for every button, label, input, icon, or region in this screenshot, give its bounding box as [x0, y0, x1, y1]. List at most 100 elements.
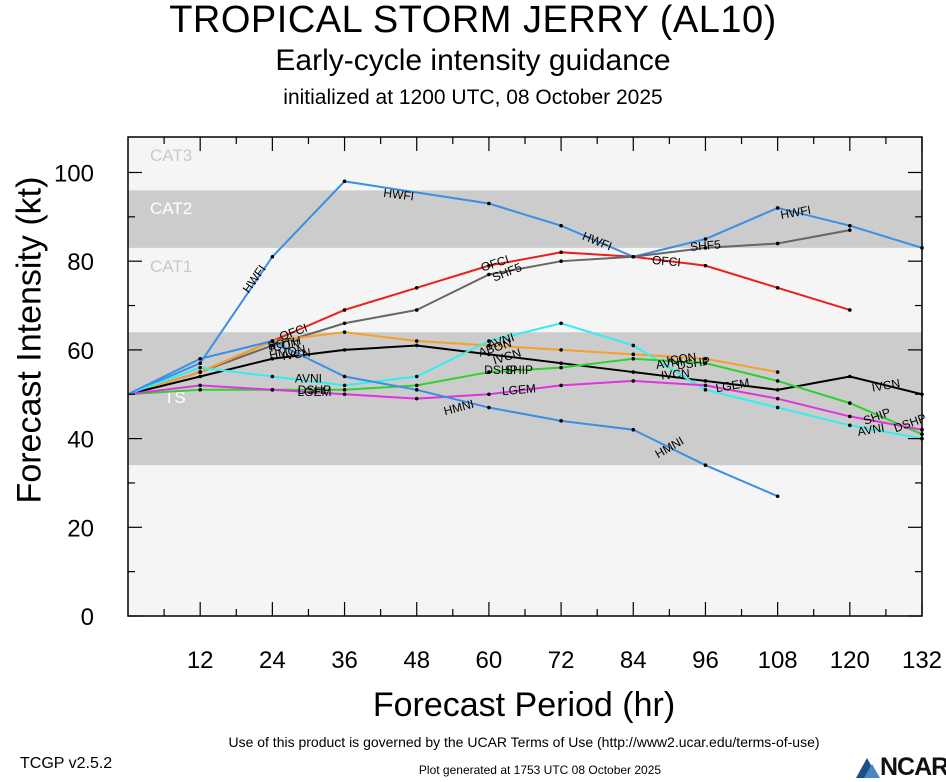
point-shf5-60 — [487, 272, 491, 277]
point-hmni-48 — [414, 388, 419, 392]
point-lgem-84 — [631, 379, 636, 383]
point-ivcn-48 — [414, 343, 419, 348]
point-avni-48 — [414, 374, 419, 379]
band-label-cat2: CAT2 — [150, 199, 192, 218]
point-ivcn-24 — [270, 356, 275, 361]
point-hmni-12 — [198, 356, 202, 361]
series-label-dshp: DSHP — [298, 383, 331, 397]
point-hmni-24 — [270, 339, 275, 343]
point-lgem-72 — [559, 383, 563, 388]
series-label-hmon: HMON — [268, 342, 307, 362]
point-shf5-24 — [270, 343, 275, 348]
band-label-cat3: CAT3 — [150, 146, 192, 165]
point-ofci-60 — [487, 263, 491, 268]
point-lgem-108 — [775, 396, 780, 401]
point-ivcn-108 — [775, 388, 780, 392]
x-tick-label-72: 72 — [548, 647, 575, 674]
series-line-icon — [127, 331, 778, 396]
series-line-hmni — [127, 339, 779, 498]
point-ivcn-12 — [198, 374, 202, 379]
series-label-dshp: DSHP — [484, 363, 517, 377]
point-icon-84 — [631, 352, 636, 357]
point-hmni-60 — [487, 405, 491, 410]
series-label-ofci: OFCI — [651, 253, 681, 269]
series-label-lgem: LGEM — [297, 385, 331, 399]
band-cat2 — [128, 190, 922, 248]
point-lgem-36 — [342, 392, 347, 397]
point-icon-12 — [198, 370, 202, 374]
series-line-lgem — [127, 379, 923, 431]
axes: 12 24 36 48 60 72 84 96 108 120 132 0 20 40 60 80 100 — [54, 136, 942, 674]
point-hwfi-36 — [342, 179, 347, 184]
point-icon-72 — [559, 348, 563, 352]
point-avni-12 — [198, 365, 202, 370]
series-label-icon: ICON — [666, 350, 698, 368]
point-shf5-108 — [775, 241, 780, 246]
point-lgem-120 — [848, 414, 852, 419]
point-avni-120 — [848, 423, 852, 428]
point-hmni-108 — [775, 494, 780, 499]
chart-title: TROPICAL STORM JERRY (AL10) — [169, 0, 777, 41]
x-tick-label-132: 132 — [902, 647, 942, 674]
point-avni-60 — [487, 339, 491, 343]
x-tick-label-120: 120 — [830, 647, 870, 674]
x-tick-label-48: 48 — [403, 647, 430, 674]
generated-time: Plot generated at 1753 UTC 08 October 20… — [418, 763, 662, 777]
series-label-lgem: LGEM — [715, 376, 751, 396]
point-hwfi-12 — [198, 361, 202, 365]
point-shf5-96 — [703, 246, 708, 250]
y-axis-label: Forecast Intensity (kt) — [10, 176, 49, 504]
point-dshp-84 — [631, 356, 636, 361]
x-tick-label-36: 36 — [331, 647, 358, 674]
point-icon-96 — [703, 356, 708, 361]
point-icon-36 — [342, 330, 347, 334]
y-tick-label-100: 100 — [54, 160, 94, 187]
x-tick-label-24: 24 — [259, 647, 286, 674]
band-cat3 — [128, 137, 922, 191]
point-dshp-36 — [342, 388, 347, 392]
point-ofci-48 — [414, 285, 419, 290]
point-icon-48 — [414, 339, 419, 343]
point-dshp-48 — [414, 383, 419, 388]
intensity-bands: TS CAT1 CAT2 CAT3 — [128, 137, 922, 616]
point-lgem-60 — [487, 392, 491, 397]
point-avni-36 — [342, 383, 347, 388]
series-label-ivcn: IVCN — [660, 366, 690, 382]
series-label-ship: SHIP — [505, 363, 533, 377]
point-lgem-96 — [703, 383, 708, 388]
point-hmni-36 — [342, 374, 347, 379]
x-axis-label: Forecast Period (hr) — [372, 686, 676, 724]
band-cat1 — [128, 247, 922, 333]
x-tick-label-60: 60 — [476, 647, 503, 674]
point-icon-60 — [487, 343, 491, 348]
point-dshp-96 — [703, 361, 708, 365]
point-ivcn-84 — [631, 370, 636, 374]
ncar-logo-icon — [856, 758, 880, 778]
point-hmni-72 — [559, 419, 563, 423]
y-tick-label-0: 0 — [81, 604, 94, 631]
init-time: initialized at 1200 UTC, 08 October 2025 — [283, 86, 663, 109]
point-shf5-72 — [559, 259, 563, 263]
series-label-dshp: DSHP — [676, 354, 711, 373]
point-hwfi-96 — [703, 237, 708, 241]
point-ofci-72 — [559, 250, 563, 255]
y-tick-label-40: 40 — [67, 427, 94, 454]
point-dshp-120 — [848, 401, 852, 405]
point-hwfi-120 — [848, 223, 852, 228]
point-lgem-12 — [198, 383, 202, 388]
series-label-hwfi: HWFI — [383, 186, 415, 204]
point-avni-72 — [559, 321, 563, 326]
x-tick-label-84: 84 — [620, 647, 647, 674]
point-hwfi-108 — [775, 206, 780, 210]
point-shf5-120 — [848, 228, 852, 232]
band-label-cat1: CAT1 — [150, 257, 192, 276]
ncar-logo: NCAR — [854, 752, 946, 781]
series-label-ivcn: IVCN — [871, 376, 902, 395]
series-line-ivcn — [127, 344, 923, 396]
point-dshp-12 — [198, 388, 202, 392]
y-tick-label-20: 20 — [67, 515, 94, 542]
version-label: TCGP v2.5.2 — [20, 755, 113, 772]
x-tick-label-96: 96 — [692, 647, 719, 674]
point-avni-24 — [270, 374, 275, 379]
point-hwfi-60 — [487, 201, 491, 206]
